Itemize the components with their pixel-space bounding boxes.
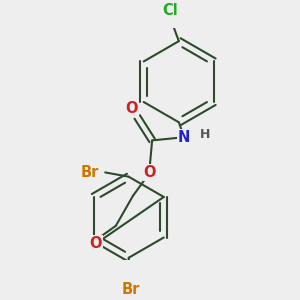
Text: O: O — [144, 165, 156, 180]
Text: O: O — [89, 236, 102, 251]
Text: Br: Br — [81, 165, 99, 180]
Text: Br: Br — [122, 282, 140, 297]
Text: O: O — [126, 101, 138, 116]
Text: N: N — [178, 130, 190, 145]
Text: Cl: Cl — [162, 3, 178, 18]
Text: H: H — [200, 128, 211, 140]
